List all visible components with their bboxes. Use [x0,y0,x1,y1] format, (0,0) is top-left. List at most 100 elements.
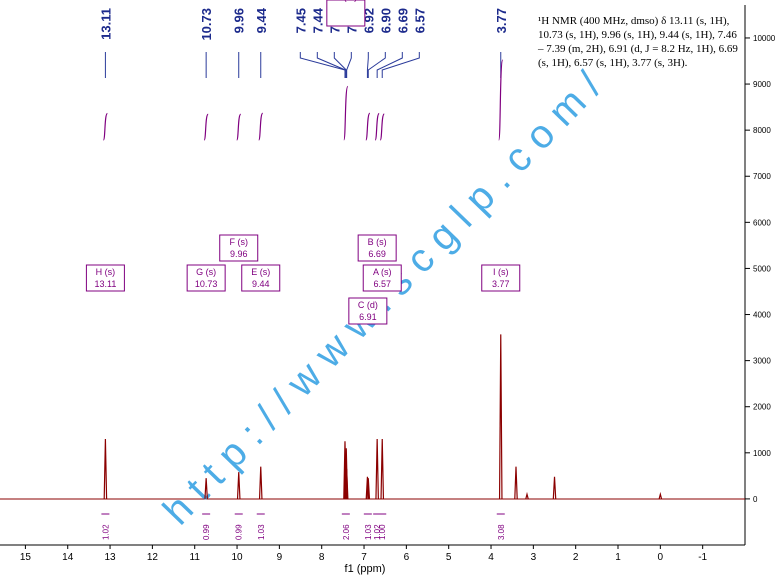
integral-label: 0.99 [202,524,211,540]
peak-label: 6.69 [395,8,410,33]
peak-label: 3.77 [494,8,509,33]
peak-label-connector [366,52,369,78]
integral-label: 1.00 [378,524,387,540]
peak-label-connector [381,52,420,78]
peak [498,334,503,499]
peak [236,472,241,499]
x-tick-label: 11 [190,552,201,563]
x-tick-label: 7 [361,552,367,563]
multiplet-label: D (m) [335,0,358,2]
multiplet-box: A (s) 6.57 [362,264,402,292]
integral-label: 1.03 [364,524,373,540]
peak [552,476,557,499]
integral-curve [102,112,108,141]
peak-label-connector [376,52,403,78]
multiplet-frame [348,297,388,325]
multiplet-shift: 6.69 [368,249,386,259]
y-tick-label: 9000 [753,80,771,89]
y-tick-label: 8000 [753,126,771,135]
multiplet-frame [481,264,521,292]
multiplet-box: F (s) 9.96 [219,234,259,262]
x-tick-label: 13 [104,552,116,563]
integral-label: 1.03 [257,524,266,540]
peak-label: 7.44 [310,7,325,33]
y-tick-label: 7000 [753,172,771,181]
x-tick-label: 12 [147,552,159,563]
peak-label: 6.90 [378,8,393,33]
integral-curve [343,85,349,141]
x-tick-label: 2 [573,552,579,563]
x-tick-label: 6 [404,552,410,563]
multiplet-box: B (s) 6.69 [357,234,397,262]
y-tick-label: 1000 [753,449,771,458]
multiplet-label: A (s) [373,267,392,277]
multiplet-shift: 6.57 [373,279,391,289]
peak-label: 13.11 [98,8,113,40]
integral-label: 2.06 [342,524,351,540]
peak [204,478,208,499]
multiplet-box: H (s) 13.11 [85,264,125,292]
peak [103,438,108,499]
integral-curve [379,113,385,141]
x-tick-label: 1 [615,552,621,563]
multiplet-box: D (m)7.43 [326,0,366,27]
multiplet-label: H (s) [96,267,116,277]
y-tick-label: 2000 [753,403,771,412]
peak [658,491,663,500]
annotation: ¹H NMR (400 MHz, dmso) δ 13.11 (s, 1H), … [538,15,738,69]
peak-label-connector [316,52,346,78]
multiplet-shift: 10.73 [195,279,218,289]
peak-label-connector [333,52,347,78]
y-tick-label: 4000 [753,311,771,320]
integral-curve [365,112,371,141]
multiplet-label: C (d) [358,300,378,310]
x-tick-label: 15 [20,552,32,563]
x-tick-label: 14 [62,552,74,563]
multiplet-frame [326,0,366,27]
multiplet-shift: 9.44 [252,279,270,289]
x-tick-label: 4 [488,552,494,563]
multiplet-label: B (s) [368,237,387,247]
peak [344,468,349,499]
x-tick-label: 5 [446,552,452,563]
y-tick-label: 3000 [753,357,771,366]
integral-label: 0.99 [235,524,244,540]
multiplet-box: G (s) 10.73 [186,264,226,292]
multiplet-frame [357,234,397,262]
integral-curve [236,113,242,141]
multiplet-frame [85,264,125,292]
multiplet-frame [362,264,402,292]
multiplet-label: F (s) [229,237,248,247]
y-tick-label: 6000 [753,218,771,227]
x-tick-label: 10 [231,552,243,563]
integral-label: 1.02 [101,524,110,540]
peak [366,478,371,499]
multiplet-shift: 9.96 [230,249,248,259]
peak [380,438,385,499]
integral-curve [374,112,380,141]
peak [514,466,518,499]
x-axis-label: f1 (ppm) [345,563,386,575]
integral-curve [498,59,504,141]
x-tick-label: 8 [319,552,325,563]
multiplet-frame [186,264,226,292]
multiplet-frame [219,234,259,262]
multiplet-shift: 13.11 [94,279,116,289]
integral-curve [258,112,264,141]
y-tick-label: 0 [753,495,758,504]
x-tick-label: -1 [698,552,707,563]
peak [375,438,379,499]
peak-label-connector [346,52,352,78]
peak-label: 7.45 [293,8,308,33]
peak-label: 10.73 [199,8,214,41]
peak-label: 9.44 [254,7,269,33]
integral-curve [203,113,209,141]
multiplet-label: E (s) [251,267,270,277]
x-tick-label: 9 [277,552,283,563]
multiplet-box: E (s) 9.44 [241,264,281,292]
multiplet-box: I (s) 3.77 [481,264,521,292]
y-tick-label: 5000 [753,264,771,273]
integral-label: 1.02 [373,524,382,540]
